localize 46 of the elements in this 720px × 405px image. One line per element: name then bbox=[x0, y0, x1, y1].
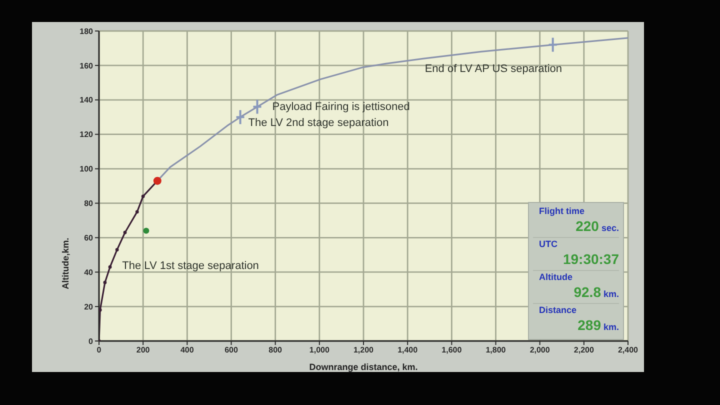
annotation: 289 km. bbox=[578, 317, 619, 333]
y-tick-label: 160 bbox=[80, 61, 94, 70]
y-tick-label: 60 bbox=[84, 234, 94, 243]
point bbox=[99, 308, 102, 312]
y-axis-title: Altitude,km. bbox=[60, 238, 70, 290]
y-tick-label: 0 bbox=[88, 336, 94, 346]
y-tick-label: 180 bbox=[80, 26, 94, 36]
annotation: Altitude bbox=[538, 271, 574, 283]
x-tick-label: 400 bbox=[180, 346, 194, 355]
point bbox=[141, 194, 145, 198]
annotation: Payload Fairing is jettisoned bbox=[272, 100, 410, 113]
y-tick-label: 120 bbox=[80, 130, 94, 140]
point bbox=[153, 176, 162, 185]
annotation: Distance bbox=[538, 304, 578, 316]
x-tick-label: 1,200 bbox=[353, 346, 374, 355]
annotation: The LV 1st stage separation bbox=[122, 260, 259, 272]
x-tick-label: 1,600 bbox=[442, 346, 462, 355]
y-tick-label: 20 bbox=[84, 302, 94, 312]
y-tick-label: 140 bbox=[80, 96, 94, 105]
x-tick-label: 800 bbox=[268, 346, 283, 355]
point bbox=[103, 280, 107, 284]
x-tick-label: 0 bbox=[96, 346, 102, 355]
annotation: 19:30:37 bbox=[562, 251, 619, 267]
annotation: 220 sec. bbox=[576, 218, 619, 234]
annotation: The LV 2nd stage separation bbox=[248, 117, 389, 130]
x-tick-label: 2,400 bbox=[618, 346, 639, 355]
point bbox=[135, 210, 139, 214]
point bbox=[143, 228, 150, 234]
annotation: End of LV AP US separation bbox=[424, 62, 562, 75]
x-tick-label: 1,000 bbox=[309, 346, 330, 355]
y-tick-label: 80 bbox=[84, 199, 94, 208]
y-tick-label: 40 bbox=[84, 268, 94, 277]
x-tick-label: 1,800 bbox=[486, 346, 506, 355]
x-tick-label: 2,000 bbox=[530, 346, 550, 355]
point bbox=[108, 265, 112, 269]
x-tick-label: 200 bbox=[136, 346, 150, 355]
x-tick-label: 1,400 bbox=[398, 346, 418, 355]
x-tick-label: 600 bbox=[224, 346, 238, 355]
x-tick-label: 2,200 bbox=[574, 346, 594, 355]
annotation: 92.8 km. bbox=[574, 284, 619, 300]
x-axis-title: Downrange distance, km. bbox=[309, 362, 418, 372]
y-tick-label: 100 bbox=[80, 164, 94, 174]
annotation: Flight time bbox=[538, 205, 586, 217]
point bbox=[123, 230, 127, 234]
point bbox=[115, 248, 119, 252]
annotation: UTC bbox=[538, 238, 558, 250]
